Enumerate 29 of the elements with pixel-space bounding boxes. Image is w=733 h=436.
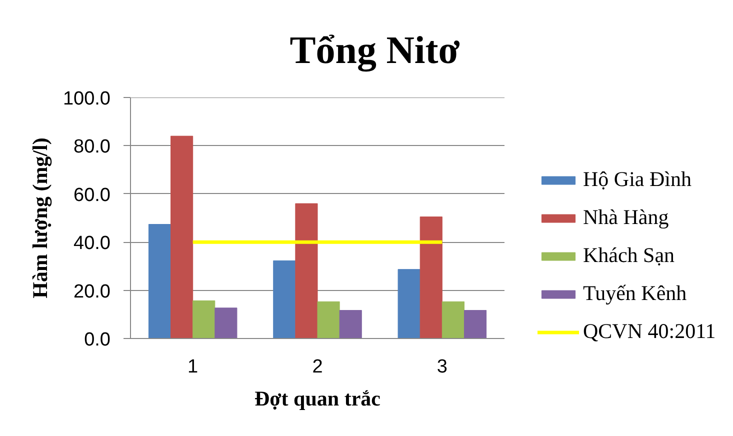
- y-tick-label: 80.0: [74, 136, 111, 158]
- bar: [214, 308, 238, 338]
- legend-label: Hộ Gia Đình: [583, 167, 692, 192]
- y-tick-label: 100.0: [62, 88, 110, 110]
- legend-label: Tuyến Kênh: [583, 281, 687, 306]
- bar: [442, 301, 464, 338]
- y-tick-label: 40.0: [74, 233, 111, 254]
- legend-label: QCVN 40:2011: [583, 319, 716, 344]
- bar: [464, 310, 487, 338]
- x-tick-label: 2: [312, 356, 323, 378]
- bar: [192, 300, 216, 338]
- bar: [339, 310, 362, 338]
- x-axis-title: Đợt quan trắc: [254, 386, 380, 410]
- y-axis-title: Hàm lượng (mg/l): [28, 138, 52, 298]
- chart-title: Tổng Nitơ: [290, 29, 460, 72]
- legend-label: Nhà Hàng: [583, 205, 669, 230]
- y-tick-label: 60.0: [74, 184, 111, 206]
- y-tick-label: 20.0: [74, 281, 111, 302]
- bar: [273, 260, 296, 338]
- legend-label: Khách Sạn: [583, 243, 675, 268]
- x-tick-label: 1: [188, 356, 198, 378]
- bar: [420, 216, 442, 338]
- bar: [170, 136, 194, 338]
- bar: [317, 301, 340, 338]
- bar: [148, 224, 172, 338]
- x-tick-label: 3: [436, 356, 448, 378]
- bar: [295, 203, 318, 338]
- bar: [398, 269, 420, 338]
- y-tick-label: 0.0: [84, 330, 111, 350]
